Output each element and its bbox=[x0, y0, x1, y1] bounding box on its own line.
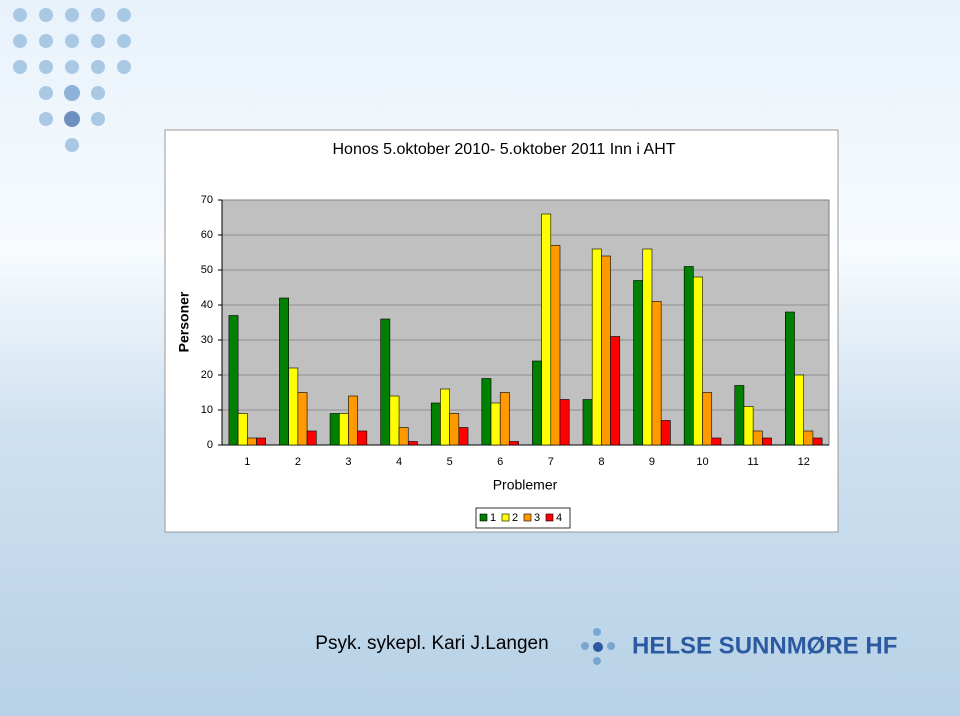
x-tick-label: 12 bbox=[798, 456, 810, 468]
bar bbox=[610, 336, 621, 446]
bar bbox=[357, 430, 368, 446]
bar bbox=[288, 367, 299, 446]
bar bbox=[803, 430, 814, 446]
bar bbox=[752, 430, 763, 446]
bar bbox=[651, 301, 662, 446]
bar bbox=[591, 248, 602, 446]
bar bbox=[642, 248, 653, 446]
x-tick-label: 7 bbox=[548, 456, 554, 468]
bar bbox=[582, 399, 593, 446]
bar bbox=[509, 441, 519, 446]
legend-label: 3 bbox=[534, 512, 540, 524]
x-tick-label: 1 bbox=[244, 456, 250, 468]
legend-swatch bbox=[523, 513, 532, 522]
x-tick-label: 5 bbox=[447, 456, 453, 468]
bar bbox=[734, 385, 745, 446]
legend-label: 2 bbox=[512, 512, 518, 524]
bar bbox=[279, 297, 289, 446]
bar bbox=[430, 402, 441, 446]
bar bbox=[601, 255, 611, 446]
x-tick-label: 9 bbox=[649, 456, 655, 468]
bar bbox=[794, 374, 805, 446]
y-tick-label: 30 bbox=[201, 334, 213, 346]
bar bbox=[481, 378, 492, 446]
bar bbox=[449, 413, 460, 446]
bar bbox=[499, 392, 510, 446]
y-tick-label: 10 bbox=[201, 404, 213, 416]
x-tick-label: 3 bbox=[345, 456, 351, 468]
bar bbox=[348, 395, 358, 446]
y-tick-label: 60 bbox=[201, 229, 213, 241]
bar bbox=[246, 437, 257, 446]
y-tick-label: 40 bbox=[201, 299, 213, 311]
legend-swatch bbox=[501, 513, 510, 522]
bar bbox=[407, 441, 418, 446]
x-tick-label: 8 bbox=[598, 456, 604, 468]
y-axis-title: Personer bbox=[176, 291, 192, 352]
chart-title: Honos 5.oktober 2010- 5.oktober 2011 Inn… bbox=[332, 141, 675, 158]
legend-label: 1 bbox=[490, 512, 496, 524]
bar bbox=[329, 413, 340, 446]
bar bbox=[702, 392, 713, 446]
bar bbox=[458, 427, 469, 446]
bar bbox=[762, 437, 772, 446]
y-tick-label: 0 bbox=[207, 439, 213, 451]
logo-mark bbox=[581, 628, 615, 665]
bar bbox=[743, 406, 754, 446]
bar bbox=[338, 413, 349, 446]
bar bbox=[256, 437, 266, 446]
bar bbox=[541, 213, 552, 446]
bar bbox=[683, 266, 694, 446]
bar bbox=[532, 360, 542, 446]
legend-box bbox=[475, 507, 571, 529]
plot-area bbox=[221, 199, 830, 446]
y-tick-label: 50 bbox=[201, 264, 213, 276]
bar bbox=[550, 245, 561, 446]
bar bbox=[633, 280, 644, 446]
bar bbox=[490, 402, 501, 446]
x-tick-label: 11 bbox=[747, 456, 758, 468]
y-tick-label: 20 bbox=[201, 369, 213, 381]
bar bbox=[306, 430, 317, 446]
y-tick-label: 70 bbox=[201, 194, 213, 206]
x-tick-label: 4 bbox=[396, 456, 402, 468]
bar bbox=[660, 420, 671, 446]
bar bbox=[440, 388, 450, 446]
bar bbox=[237, 413, 248, 446]
bar bbox=[693, 276, 703, 446]
bar bbox=[228, 315, 239, 446]
legend-label: 4 bbox=[556, 512, 562, 524]
bar bbox=[559, 399, 570, 446]
legend-swatch bbox=[479, 513, 488, 522]
logo-text: HELSE SUNNMØRE HF bbox=[632, 632, 897, 659]
x-tick-label: 2 bbox=[295, 456, 301, 468]
bar bbox=[785, 311, 795, 446]
bar bbox=[812, 437, 823, 446]
bar bbox=[389, 395, 400, 446]
bar bbox=[297, 392, 308, 446]
x-tick-label: 6 bbox=[497, 456, 503, 468]
decor-dots bbox=[13, 8, 131, 152]
x-axis-title: Problemer bbox=[493, 477, 558, 493]
bar bbox=[398, 427, 409, 446]
bar bbox=[380, 318, 391, 446]
bar bbox=[711, 437, 722, 446]
x-tick-label: 10 bbox=[696, 456, 708, 468]
footer-author: Psyk. sykepl. Kari J.Langen bbox=[315, 633, 548, 654]
legend-swatch bbox=[545, 513, 554, 522]
